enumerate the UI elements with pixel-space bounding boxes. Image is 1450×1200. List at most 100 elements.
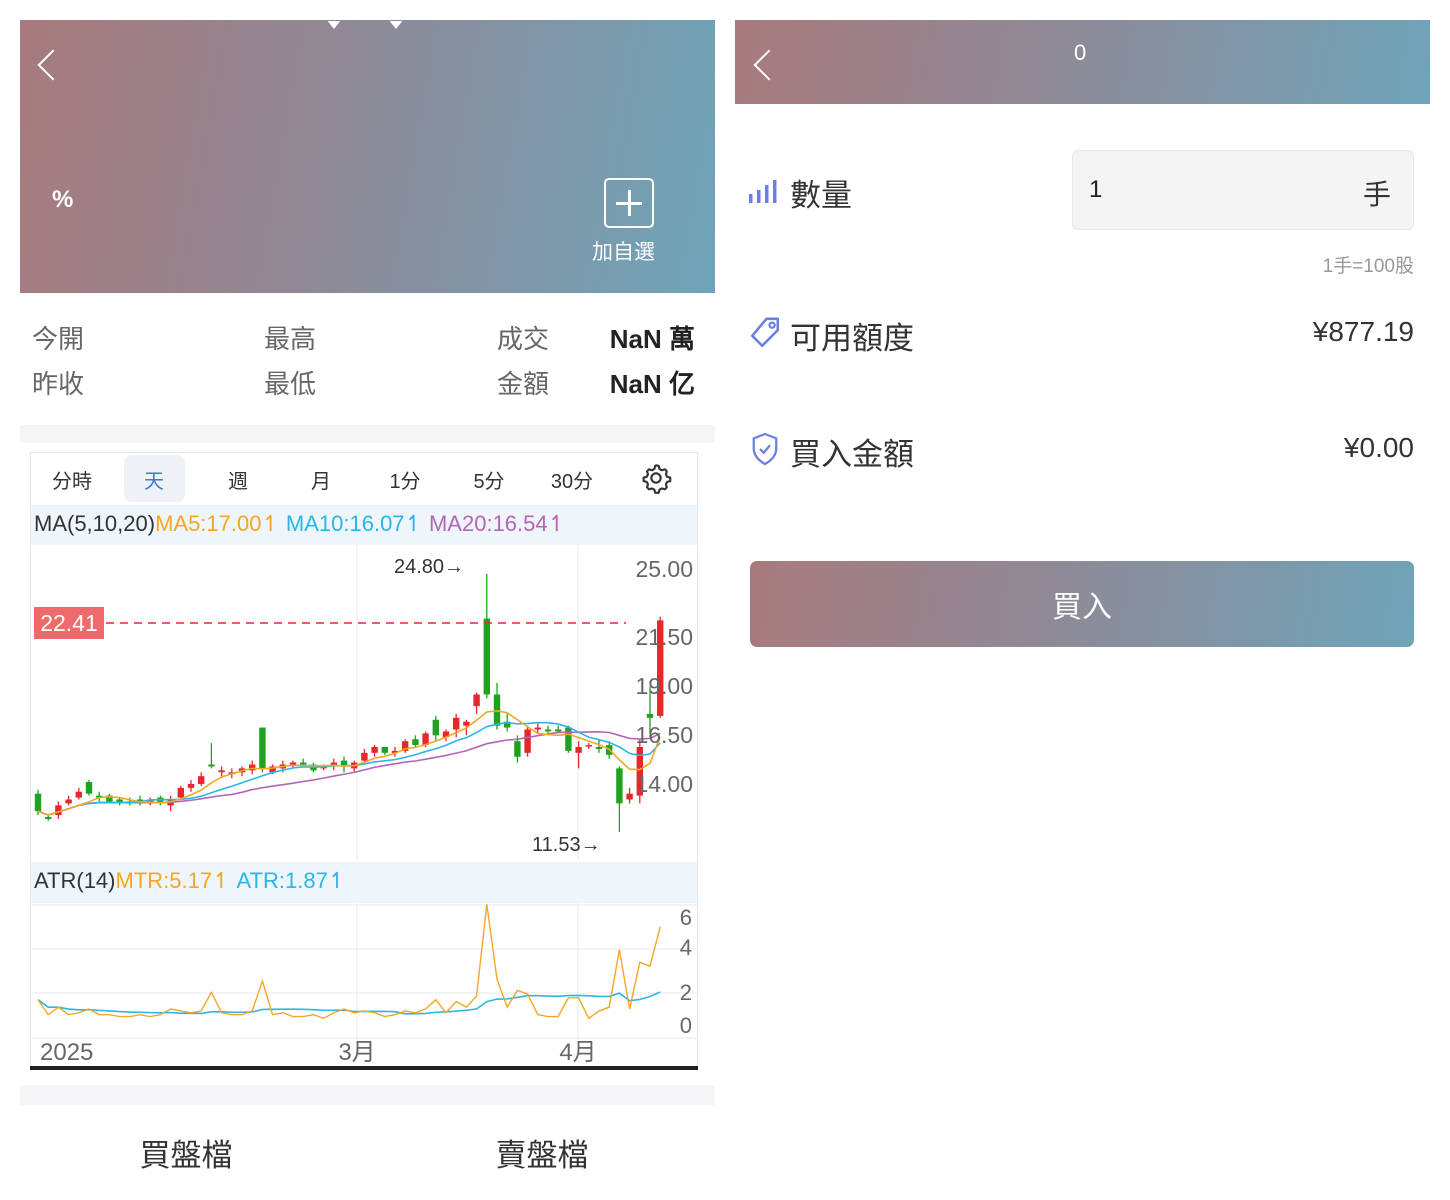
shield-check-icon xyxy=(752,432,778,466)
quantity-value[interactable]: 1 xyxy=(1089,176,1103,203)
candle-body xyxy=(269,766,276,773)
candle-body xyxy=(453,717,460,730)
candle-body xyxy=(218,770,225,773)
candle-body xyxy=(534,727,541,730)
add-watchlist-label[interactable]: 加自選 xyxy=(592,241,655,264)
current-price-badge xyxy=(34,607,104,639)
atr-y-tick: 6 xyxy=(680,905,692,930)
atr-legend-bar xyxy=(31,862,697,903)
low-annotation: 11.53→ xyxy=(532,834,601,856)
candle-body xyxy=(514,741,521,757)
quantity-label: 數量 xyxy=(790,178,852,213)
candle-body xyxy=(116,799,123,804)
tab-intraday[interactable]: 分時 xyxy=(52,471,92,493)
tab-ask-levels[interactable]: 賣盤檔 xyxy=(495,1138,589,1173)
x-tick: 4月 xyxy=(559,1039,596,1066)
lot-hint: 1手=100股 xyxy=(1322,256,1414,277)
mtr-legend: MTR:5.17↿ xyxy=(115,868,231,893)
x-tick: 3月 xyxy=(338,1039,375,1066)
ma-legend-bar xyxy=(31,505,697,545)
candle-body xyxy=(106,795,113,802)
stat-high-label: 最高 xyxy=(264,324,317,354)
prev-stock-icon[interactable] xyxy=(327,21,341,29)
tab-day[interactable]: 天 xyxy=(144,471,164,493)
atr-y-tick: 4 xyxy=(680,935,692,960)
tab-30min[interactable]: 30分 xyxy=(550,471,594,493)
candle-body xyxy=(473,694,480,707)
candle-body xyxy=(249,764,256,771)
candle-body xyxy=(402,741,409,751)
atr-y-tick: 2 xyxy=(680,980,692,1005)
y-tick: 19.00 xyxy=(635,673,693,699)
active-tab-highlight xyxy=(124,455,185,502)
candle-body xyxy=(626,793,633,800)
candle-body xyxy=(34,793,42,812)
stat-volume-label: 成交 xyxy=(497,324,550,354)
candle-body xyxy=(198,776,205,784)
candle-body xyxy=(483,618,490,695)
candle-body xyxy=(657,620,664,716)
settings-gear-icon[interactable] xyxy=(640,462,672,494)
ma5-legend: MA5:17.00↿ xyxy=(155,511,280,536)
candle-body xyxy=(55,805,62,816)
y-tick: 21.50 xyxy=(635,624,693,650)
mtr-line xyxy=(37,904,661,1020)
candle-body xyxy=(340,760,348,767)
ma5-line xyxy=(37,710,661,816)
candle-body xyxy=(412,739,419,746)
signal-bars-icon xyxy=(749,180,777,203)
next-stock-icon[interactable] xyxy=(389,21,403,29)
candle-body xyxy=(96,795,103,798)
add-watchlist-icon[interactable] xyxy=(604,178,654,228)
order-title: 0 xyxy=(1074,40,1087,65)
tab-month[interactable]: 月 xyxy=(311,471,331,493)
candle-body xyxy=(208,764,215,767)
tab-1min[interactable]: 1分 xyxy=(389,471,421,493)
stat-amount-label: 金額 xyxy=(497,369,550,399)
candle-body xyxy=(432,719,439,736)
tab-week[interactable]: 週 xyxy=(228,471,248,493)
x-tick: 2025 xyxy=(40,1039,93,1066)
separator xyxy=(20,425,715,443)
high-annotation: 24.80→ xyxy=(394,556,464,578)
candle-body xyxy=(75,791,82,798)
y-tick: 25.00 xyxy=(635,556,693,582)
candle-body xyxy=(646,713,654,718)
ma-legend-name: MA(5,10,20) xyxy=(34,511,156,536)
buy-amount-label: 買入金額 xyxy=(790,437,914,472)
quantity-unit: 手 xyxy=(1362,179,1391,210)
change-percent: % xyxy=(52,186,74,213)
y-tick: 14.00 xyxy=(635,771,693,797)
candle-body xyxy=(463,721,470,726)
tab-5min[interactable]: 5分 xyxy=(473,471,505,493)
stat-volume-value: NaN 萬 xyxy=(609,324,695,354)
candle-body xyxy=(85,782,93,794)
quantity-input[interactable]: 1 手 xyxy=(1072,150,1414,230)
buy-button[interactable]: 買入 xyxy=(750,561,1414,647)
stat-amount-value: NaN 亿 xyxy=(609,369,695,399)
candle-body xyxy=(555,729,562,732)
ma20-legend: MA20:16.54↿ xyxy=(428,511,567,536)
candle-body xyxy=(177,787,184,798)
candle-body xyxy=(575,746,582,753)
candle-body xyxy=(524,729,531,753)
tag-icon xyxy=(750,317,780,348)
candle-body xyxy=(565,727,572,751)
stat-prev-close-label: 昨收 xyxy=(32,369,85,399)
candle-body xyxy=(187,783,195,788)
candle-body xyxy=(361,752,368,761)
candle-body xyxy=(544,729,552,732)
separator xyxy=(20,1085,715,1105)
candle-body xyxy=(616,768,623,804)
available-label: 可用額度 xyxy=(790,321,914,356)
atr-legend: ATR(14) MTR:5.17↿ ATR:1.87↿ xyxy=(34,868,346,894)
candle-body xyxy=(381,746,388,753)
candle-body xyxy=(585,745,592,747)
available-value: ¥877.19 xyxy=(1312,316,1414,347)
candle-body xyxy=(442,731,450,738)
candle-body xyxy=(65,799,72,804)
y-tick: 16.50 xyxy=(635,722,693,748)
candle-body xyxy=(259,727,266,769)
tab-bid-levels[interactable]: 買盤檔 xyxy=(139,1138,233,1173)
